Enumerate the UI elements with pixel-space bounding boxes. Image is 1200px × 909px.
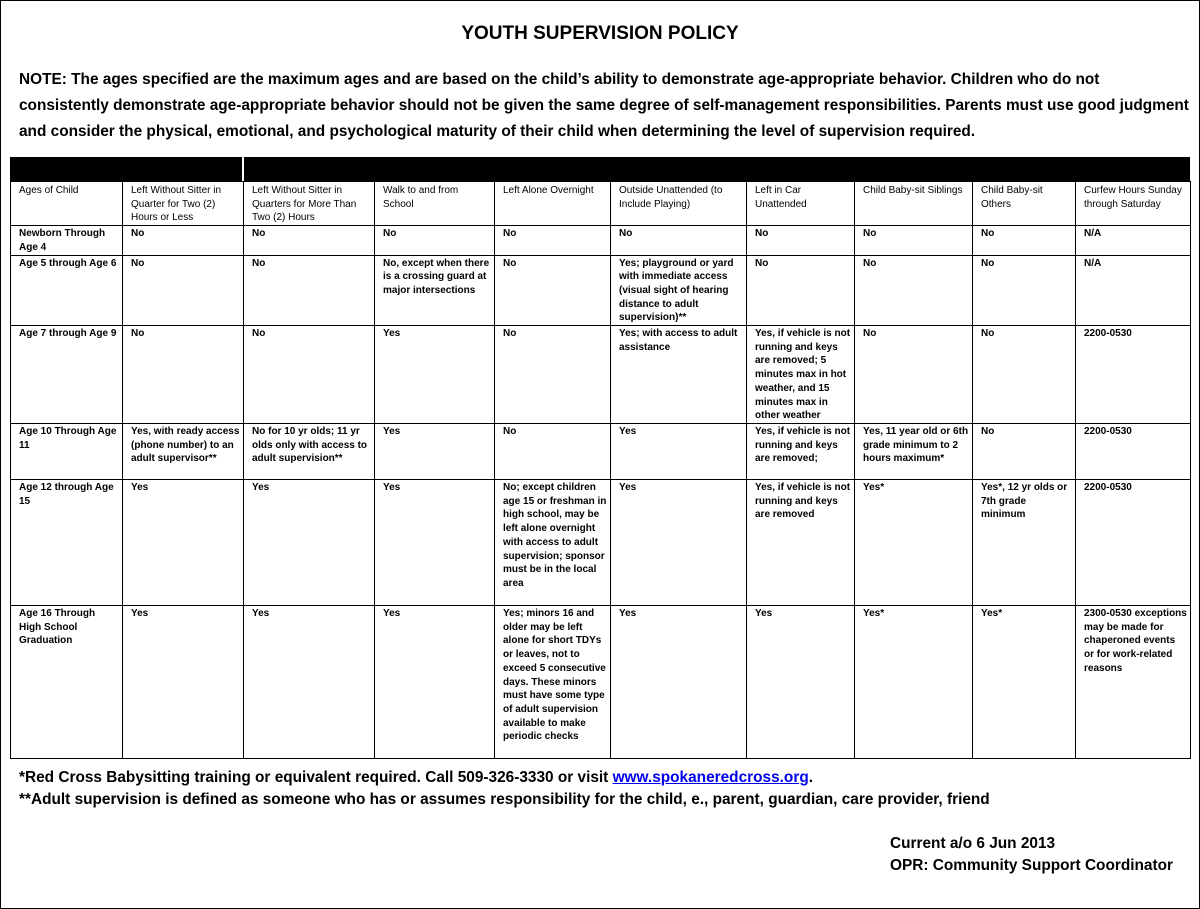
table-cell: Yes (122, 605, 244, 760)
table-cell: No (854, 225, 973, 256)
table-cell: Yes (610, 479, 747, 607)
table-cell: No for 10 yr olds; 11 yr olds only with … (243, 423, 375, 481)
column-header: Left Without Sitter in Quarter for Two (… (122, 180, 244, 227)
table-cell: 2200-0530 (1075, 325, 1191, 425)
table-cell: Yes (610, 605, 747, 760)
table-row: Newborn Through Age 4 No No No No No No No No N/A (10, 225, 1191, 256)
table-cell: Yes; playground or yard with immediate a… (610, 254, 747, 327)
table-cell: 2200-0530 (1075, 423, 1191, 481)
table-cell: No (972, 254, 1076, 327)
table-cell: No; except children age 15 or freshman i… (494, 479, 611, 607)
table-cell: Yes* (854, 479, 973, 607)
table-cell: No (122, 325, 244, 425)
table-cell: Yes (374, 325, 495, 425)
table-cell: Yes, if vehicle is not running and keys … (746, 423, 855, 481)
row-header: Age 16 Through High School Graduation (10, 605, 123, 760)
table-cell: No, except when there is a crossing guar… (374, 254, 495, 327)
table-cell: 2200-0530 (1075, 479, 1191, 607)
header-bar-divider (242, 157, 244, 181)
table-cell: N/A (1075, 254, 1191, 327)
column-header: Left Alone Overnight (494, 180, 611, 227)
table-cell: Yes (122, 479, 244, 607)
table-cell: Yes, if vehicle is not running and keys … (746, 479, 855, 607)
title: YOUTH SUPERVISION POLICY (461, 23, 739, 44)
table-cell: Yes (610, 423, 747, 481)
policy-table: Ages of Child Left Without Sitter in Quar… (10, 180, 1191, 760)
table-cell: No (610, 225, 747, 256)
table-row: Age 10 Through Age 11 Yes, with ready acc… (10, 423, 1191, 481)
table-cell: Yes* (972, 605, 1076, 760)
column-header: Ages of Child (10, 180, 123, 227)
table-row: Age 12 through Age 15 Yes Yes Yes No; except… (10, 479, 1191, 607)
table-cell: No (494, 254, 611, 327)
table-cell: No (854, 254, 973, 327)
opr: OPR: Community Support Coordinator (890, 857, 1173, 874)
table-cell: Yes (746, 605, 855, 760)
table-cell: No (746, 225, 855, 256)
table-cell: No (854, 325, 973, 425)
table-cell: Yes (243, 605, 375, 760)
header-bar (10, 157, 1190, 181)
row-header: Age 12 through Age 15 (10, 479, 123, 607)
table-cell: No (243, 225, 375, 256)
note: NOTE: The ages specified are the maximum… (19, 71, 1189, 140)
table-cell: No (746, 254, 855, 327)
table-cell: No (494, 423, 611, 481)
table-cell: No (972, 423, 1076, 481)
table-cell: No (374, 225, 495, 256)
column-header: Child Baby-sit Others (972, 180, 1076, 227)
table-cell: No (972, 225, 1076, 256)
table-cell: Yes* (854, 605, 973, 760)
table-cell: No (122, 225, 244, 256)
table-cell: No (494, 325, 611, 425)
table-cell: No (494, 225, 611, 256)
column-header: Walk to and from School (374, 180, 495, 227)
table-cell: Yes, 11 year old or 6th grade minimum to… (854, 423, 973, 481)
table-cell: No (243, 254, 375, 327)
table-cell: Yes (374, 605, 495, 760)
column-header: Left in Car Unattended (746, 180, 855, 227)
footnote-text: *Red Cross Babysitting training or equiv… (19, 769, 613, 786)
link[interactable]: www.spokaneredcross.org (612, 769, 809, 786)
footnote: *Red Cross Babysitting training or equiv… (19, 769, 813, 787)
table-cell: No (122, 254, 244, 327)
table-cell: Yes (374, 423, 495, 481)
footnote: **Adult supervision is defined as someon… (19, 791, 990, 808)
table-row: Ages of Child Left Without Sitter in Quar… (10, 180, 1191, 227)
table-cell: No (243, 325, 375, 425)
table-cell: N/A (1075, 225, 1191, 256)
footnote-end: . (808, 769, 814, 786)
column-header: Outside Unattended (to Include Playing) (610, 180, 747, 227)
column-header: Child Baby-sit Siblings (854, 180, 973, 227)
row-header: Newborn Through Age 4 (10, 225, 123, 256)
table-cell: Yes, if vehicle is not running and keys … (746, 325, 855, 425)
table-cell: Yes, with ready access (phone number) to… (122, 423, 244, 481)
table-cell: Yes (243, 479, 375, 607)
table-cell: Yes*, 12 yr olds or 7th grade minimum (972, 479, 1076, 607)
column-header: Left Without Sitter in Quarters for More… (243, 180, 375, 227)
table-cell: 2300-0530 exceptions may be made for cha… (1075, 605, 1191, 760)
table-row: Age 7 through Age 9 No No Yes No Yes; with ac… (10, 325, 1191, 425)
table-cell: Yes; with access to adult assistance (610, 325, 747, 425)
row-header: Age 7 through Age 9 (10, 325, 123, 425)
table-row: Age 5 through Age 6 No No No, except when t… (10, 254, 1191, 327)
current-date: Current a/o 6 Jun 2013 (890, 835, 1056, 852)
row-header: Age 5 through Age 6 (10, 254, 123, 327)
row-header: Age 10 Through Age 11 (10, 423, 123, 481)
table-cell: Yes; minors 16 and older may be left alo… (494, 605, 611, 760)
table-row: Age 16 Through High School Graduation Yes… (10, 605, 1191, 760)
table-cell: Yes (374, 479, 495, 607)
table-cell: No (972, 325, 1076, 425)
column-header: Curfew Hours Sunday through Saturday (1075, 180, 1191, 227)
